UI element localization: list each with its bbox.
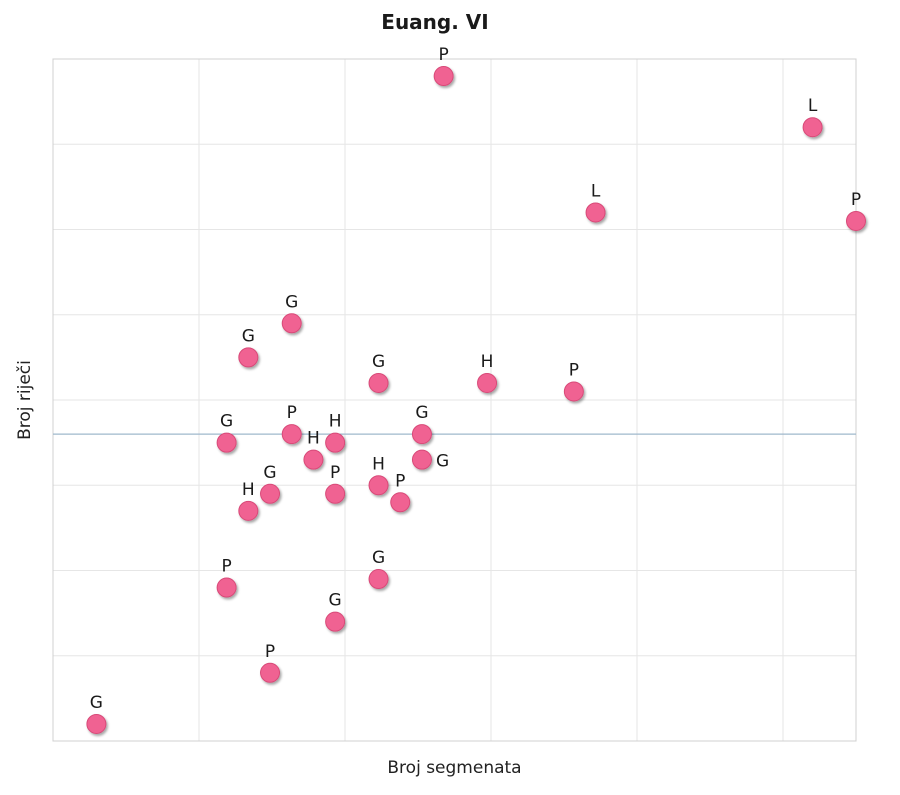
data-point-label: H xyxy=(242,480,255,500)
data-point-label: H xyxy=(329,412,342,432)
data-point-label: G xyxy=(372,548,385,568)
data-point xyxy=(260,483,281,504)
data-point-label: P xyxy=(221,557,231,577)
data-point-label: G xyxy=(329,591,342,611)
data-point xyxy=(325,611,346,632)
data-point-label: H xyxy=(307,429,320,449)
data-point-label: P xyxy=(265,642,275,662)
data-point xyxy=(238,347,259,368)
data-point xyxy=(368,475,389,496)
data-point-label: P xyxy=(330,463,340,483)
data-point xyxy=(216,577,237,598)
data-point xyxy=(303,449,324,470)
data-point xyxy=(411,424,432,445)
data-point xyxy=(86,713,107,734)
data-point-label: L xyxy=(808,96,818,116)
data-point-label: G xyxy=(415,403,428,423)
data-point-label: G xyxy=(242,326,255,346)
data-point xyxy=(281,424,302,445)
data-point-label: P xyxy=(287,403,297,423)
data-point-label: P xyxy=(851,190,861,210)
data-point xyxy=(260,662,281,683)
data-point-label: G xyxy=(263,463,276,483)
data-point-label: G xyxy=(285,292,298,312)
data-point xyxy=(368,372,389,393)
data-point-label: H xyxy=(372,454,385,474)
data-point-label: G xyxy=(90,693,103,713)
data-point xyxy=(585,202,606,223)
data-point xyxy=(477,372,498,393)
data-point xyxy=(368,569,389,590)
chart-title: Euang. VI xyxy=(381,10,489,34)
y-axis-label: Broj riječi xyxy=(15,360,35,440)
data-point xyxy=(238,500,259,521)
data-point xyxy=(216,432,237,453)
x-axis-label: Broj segmenata xyxy=(387,758,522,778)
plot-area xyxy=(52,58,857,742)
data-point xyxy=(563,381,584,402)
data-point xyxy=(325,432,346,453)
data-point-label: G xyxy=(372,352,385,372)
data-point xyxy=(802,117,823,138)
data-point xyxy=(846,210,866,231)
data-point-label: H xyxy=(481,352,494,372)
data-point-label: G xyxy=(436,452,449,472)
grid xyxy=(53,59,856,741)
data-point-label: P xyxy=(439,45,449,65)
data-point xyxy=(411,449,432,470)
data-point-label: G xyxy=(220,412,233,432)
data-point xyxy=(281,313,302,334)
data-point-label: L xyxy=(591,181,601,201)
data-point xyxy=(433,66,454,87)
data-point-label: P xyxy=(569,360,579,380)
data-point xyxy=(390,492,411,513)
data-point xyxy=(325,483,346,504)
data-point-label: P xyxy=(395,471,405,491)
